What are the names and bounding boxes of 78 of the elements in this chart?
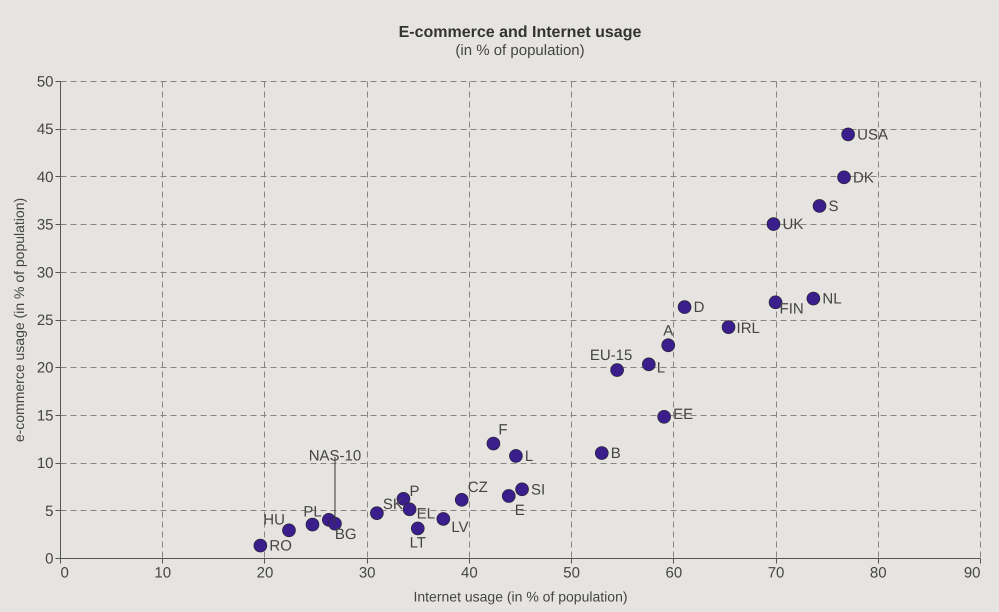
point (841, 128, 855, 142)
point (436, 512, 450, 526)
chart-title: E-commerce and Internet usage (398, 24, 642, 41)
point (594, 446, 609, 460)
x-tick-label: 70 (768, 564, 784, 582)
annotation: HU (263, 511, 285, 528)
point (370, 506, 384, 520)
point (306, 518, 320, 532)
annotation: S (828, 198, 839, 215)
annotation: EL (416, 505, 435, 522)
annotation: SI (531, 481, 546, 498)
annotation: RO (269, 538, 292, 555)
annotation: PL (303, 504, 322, 521)
annotation: IRL (736, 320, 760, 338)
annotation: BG (334, 526, 357, 543)
y-tick-label: 45 (36, 121, 54, 138)
chart-subtitle: (in % of population) (455, 42, 585, 59)
annotation: EU-15 (590, 347, 632, 364)
point (254, 538, 268, 552)
point (768, 296, 782, 310)
x-axis-title: Internet usage (in % of population) (413, 588, 628, 604)
annotation: A (663, 322, 674, 340)
x-tick-label: 80 (870, 564, 887, 582)
x-tick-label: 90 (964, 564, 980, 582)
point (766, 217, 780, 231)
point (486, 436, 500, 450)
point (502, 489, 516, 503)
x-tick-label: 30 (358, 564, 376, 582)
x-tick-label: 10 (154, 564, 172, 582)
point (661, 338, 676, 352)
annotation: E (514, 502, 525, 519)
annotation: P (409, 482, 420, 500)
y-tick-label: 10 (36, 455, 54, 472)
x-tick-label: 20 (256, 564, 274, 582)
annotation: USA (857, 126, 888, 144)
x-tick-label: 60 (665, 564, 682, 582)
x-tick-label: 40 (461, 564, 478, 582)
point (642, 358, 656, 372)
y-tick-label: 30 (36, 264, 54, 282)
annotation: SK (382, 496, 403, 514)
annotation: NL (822, 290, 842, 308)
y-tick-label: 35 (36, 216, 54, 234)
point (837, 170, 851, 184)
annotation: LT (410, 534, 426, 552)
annotation: B (610, 445, 621, 462)
point (678, 300, 692, 314)
point (282, 524, 296, 538)
annotation: L (524, 448, 534, 465)
y-tick-label: 5 (45, 502, 54, 520)
y-axis-title: e-commerce usage (in % of population) (10, 198, 27, 442)
y-tick-label: 50 (36, 74, 54, 90)
point (806, 292, 820, 306)
annotation: EE (673, 406, 694, 423)
x-tick-label: 0 (60, 564, 69, 582)
y-tick-label: 15 (36, 407, 54, 424)
point (509, 449, 523, 463)
point (515, 482, 529, 496)
point (328, 516, 342, 530)
point (812, 199, 826, 213)
x-tick-label: 50 (563, 564, 580, 582)
annotation: NAS-10 (308, 448, 362, 465)
point (657, 410, 671, 424)
point (410, 522, 425, 536)
annotation: DK (853, 169, 874, 186)
y-tick-label: 0 (45, 550, 54, 568)
annotation: LV (451, 518, 469, 536)
annotation: CZ (468, 478, 488, 496)
y-tick-label: 25 (36, 312, 54, 329)
point (722, 320, 736, 334)
annotation: D (694, 299, 705, 316)
point (402, 502, 416, 516)
point (454, 493, 469, 507)
annotation: FIN (780, 300, 804, 318)
annotation: UK (782, 216, 804, 234)
annotation: F (498, 422, 508, 439)
point (610, 363, 624, 377)
y-tick-label: 20 (36, 360, 54, 377)
y-tick-label: 40 (36, 168, 54, 186)
